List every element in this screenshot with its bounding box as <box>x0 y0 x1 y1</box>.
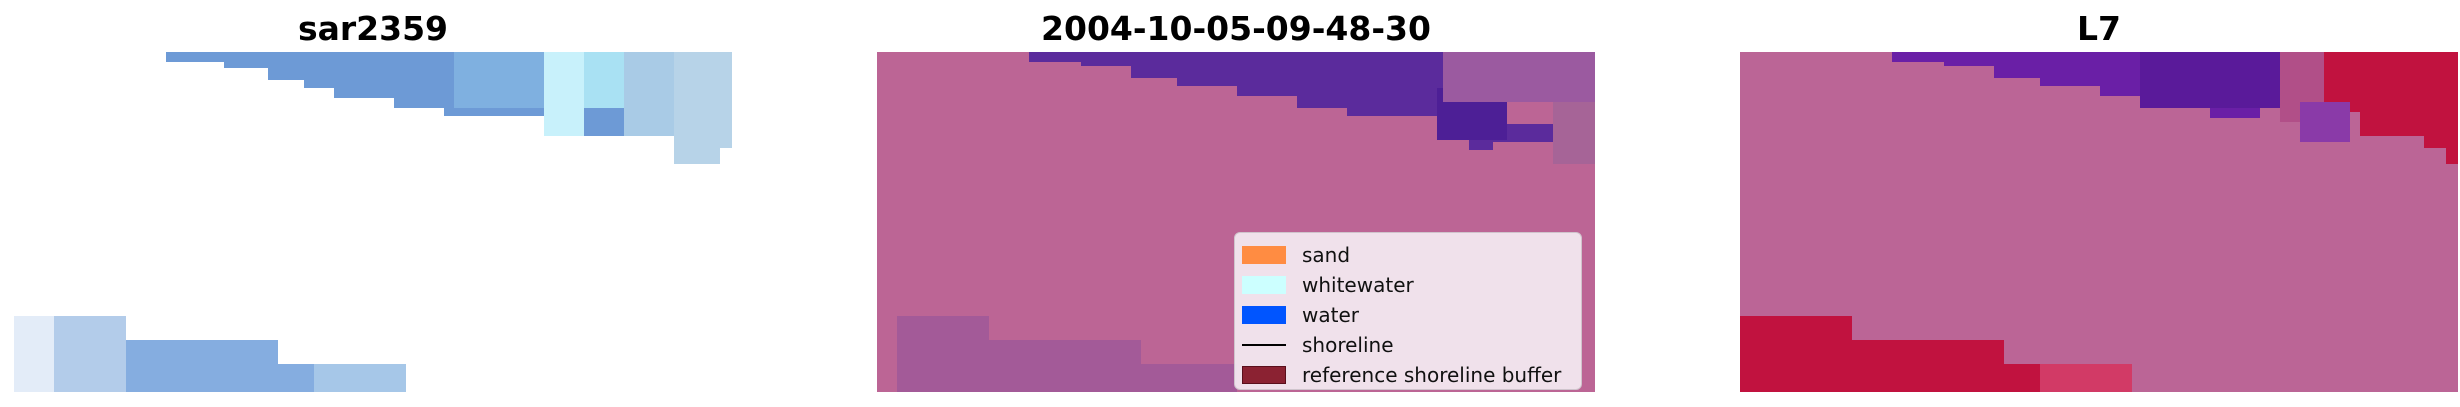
legend-label: reference shoreline buffer <box>1302 363 1562 387</box>
legend-item-sand: sand <box>1242 240 1573 270</box>
legend: sand whitewater water shoreline referenc… <box>1234 232 1582 390</box>
mndwi-image <box>1740 52 2458 392</box>
mndwi-image-panel <box>1740 52 2458 392</box>
panel-title-rgb: sar2359 <box>297 9 449 48</box>
mndwi-red-top-right <box>2300 52 2458 164</box>
classified-mix-bottom <box>897 316 1237 392</box>
shoreline-line-swatch <box>1242 336 1286 354</box>
mndwi-purple-patch <box>2300 102 2350 142</box>
mndwi-purple-dark <box>2140 52 2280 108</box>
legend-item-whitewater: whitewater <box>1242 270 1573 300</box>
rgb-image <box>14 52 732 392</box>
rgb-image-panel <box>14 52 732 392</box>
classified-water-top <box>1029 52 1553 150</box>
panel-title-classified: 2004-10-05-09-48-30 <box>1041 9 1431 48</box>
legend-label: shoreline <box>1302 333 1394 357</box>
legend-item-reference-buffer: reference shoreline buffer <box>1242 360 1573 390</box>
rgb-water-light-edge <box>674 52 732 164</box>
rgb-whitewater-patch-2 <box>584 52 624 108</box>
classified-mix-edge <box>1553 102 1595 164</box>
panel-title-mndwi: L7 <box>2077 9 2121 48</box>
legend-item-water: water <box>1242 300 1573 330</box>
rgb-nodata-notch <box>720 148 732 164</box>
mndwi-red-bottom <box>1740 316 2132 392</box>
rgb-water-bottom-light <box>314 364 406 392</box>
sand-swatch <box>1242 246 1286 264</box>
legend-label: water <box>1302 303 1359 327</box>
water-swatch <box>1242 306 1286 324</box>
reference-buffer-swatch <box>1242 366 1286 384</box>
legend-label: sand <box>1302 243 1351 267</box>
rgb-whitewater-bottom-2 <box>54 316 126 392</box>
rgb-whitewater-bottom <box>14 316 54 392</box>
classified-mix-top-right <box>1443 52 1595 102</box>
rgb-whitewater-patch <box>544 52 584 136</box>
legend-item-shoreline: shoreline <box>1242 330 1573 360</box>
whitewater-swatch <box>1242 276 1286 294</box>
mndwi-red-bottom-light <box>2040 364 2132 392</box>
legend-label: whitewater <box>1302 273 1414 297</box>
